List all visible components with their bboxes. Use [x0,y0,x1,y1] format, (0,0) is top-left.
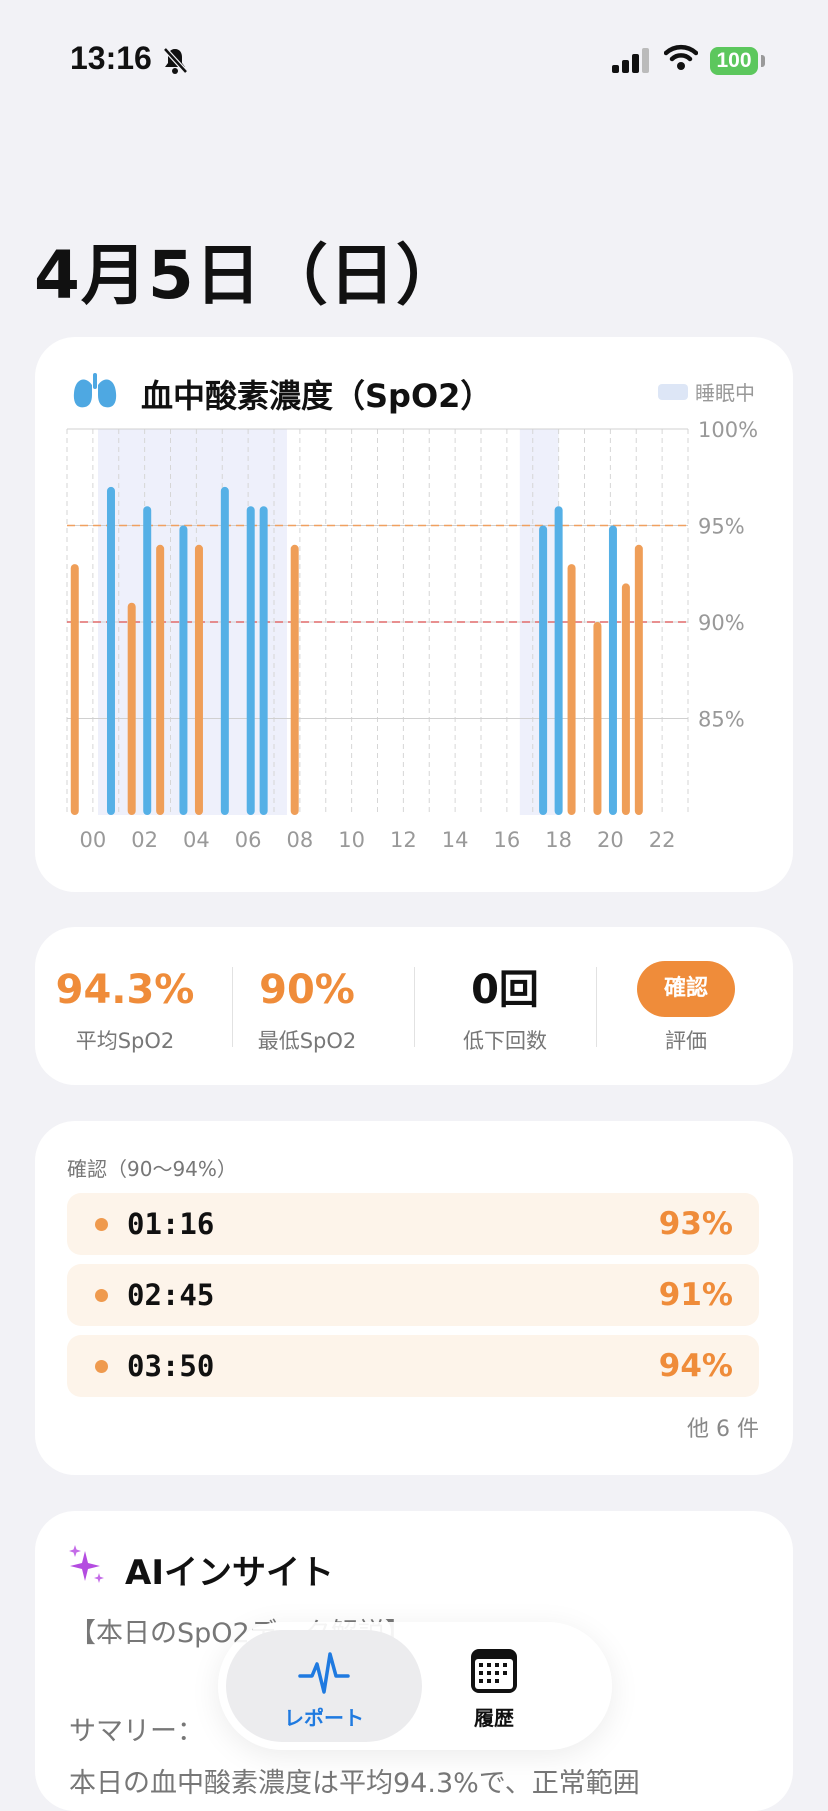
x-tick-label: 06 [235,828,262,852]
stat-drops: 0回 低下回数 [415,967,595,1055]
chart-bar [127,602,136,815]
chart-title: 血中酸素濃度（SpO2） [141,377,493,415]
minimum-label: 最低SpO2 [257,1029,357,1053]
wifi-icon [664,44,698,70]
ai-insight-summary-label: サマリー： [69,1716,204,1747]
lungs-icon [73,373,117,408]
more-items-link[interactable]: 他 6 件 [687,1417,759,1442]
chart-bar [143,506,152,815]
chart-bar [567,564,576,815]
list-item-time: 02:45 [127,1278,215,1312]
x-tick-label: 08 [287,828,314,852]
x-tick-label: 10 [338,828,365,852]
chart-bar [621,583,630,815]
x-tick-label: 12 [390,828,417,852]
list-item[interactable]: 02:45 91% [67,1264,759,1326]
divider [232,967,233,1047]
tab-history[interactable]: 履歴 [396,1622,592,1750]
battery-indicator: 100 [710,47,758,75]
list-item-time: 03:50 [127,1349,215,1383]
list-item-value: 91% [658,1277,733,1313]
spo2-bar-chart: 100% 95% 90% 85% 00 02 04 06 08 10 12 14 16 18 20 22 [66,418,758,852]
list-item[interactable]: 01:16 93% [67,1193,759,1255]
tab-report[interactable]: レポート [226,1622,422,1750]
y-tick-label: 100% [698,418,758,442]
list-item-value: 94% [658,1348,733,1384]
bell-slash-icon [163,47,188,74]
y-tick-label: 85% [698,708,745,732]
minimum-value: 90% [259,967,355,1013]
chart-bar [539,525,548,815]
chart-bar [608,525,617,815]
x-tick-label: 00 [80,828,107,852]
chart-bar [290,544,299,815]
chart-bar [634,544,643,815]
divider [414,967,415,1047]
y-tick-label: 95% [698,515,745,539]
status-dot [95,1360,108,1373]
x-tick-label: 18 [545,828,572,852]
chart-bar [554,506,563,815]
tab-history-label: 履歴 [474,1706,514,1730]
evaluation-button[interactable]: 確認 [637,961,735,1017]
x-tick-label: 22 [649,828,676,852]
list-item[interactable]: 03:50 94% [67,1335,759,1397]
chart-bar [70,564,79,815]
status-time: 13:16 [70,40,152,76]
chart-bar [259,506,268,815]
chart-bar [220,486,229,815]
drops-label: 低下回数 [463,1029,547,1053]
y-tick-label: 90% [698,611,745,635]
stat-minimum: 90% 最低SpO2 [217,967,397,1055]
battery-tip [761,55,765,67]
legend-swatch-sleep [658,384,688,400]
calendar-icon [471,1649,517,1693]
chart-bar [179,525,188,815]
ai-insight-title: AIインサイト [125,1553,334,1593]
cellular-signal-icon [612,48,649,73]
list-item-value: 93% [658,1206,733,1242]
status-bar: 13:16 100 [0,0,828,120]
evaluation-label: 評価 [665,1029,707,1053]
heartbeat-icon [298,1652,350,1694]
x-tick-label: 16 [494,828,521,852]
legend-label-sleep: 睡眠中 [695,381,755,405]
confirm-list-card: 確認（90〜94%） 01:16 93% 02:45 91% 03:50 94%… [35,1121,793,1475]
status-dot [95,1289,108,1302]
chart-bar [593,622,602,815]
summary-stats-card: 94.3% 平均SpO2 90% 最低SpO2 0回 低下回数 確認 評価 [35,927,793,1085]
stat-average: 94.3% 平均SpO2 [35,967,215,1055]
stat-evaluation: 確認 評価 [596,961,776,1055]
page-title: 4月5日（日） [34,237,463,314]
average-value: 94.3% [55,967,195,1013]
x-tick-label: 14 [442,828,469,852]
chart-bar [156,544,165,815]
status-dot [95,1218,108,1231]
tab-report-label: レポート [284,1706,364,1730]
x-tick-label: 04 [183,828,210,852]
chart-bar [246,506,255,815]
average-label: 平均SpO2 [75,1029,175,1053]
tab-bar: レポート 履歴 [218,1622,612,1750]
x-tick-label: 20 [597,828,624,852]
drops-value: 0回 [471,967,539,1013]
sparkles-icon [69,1545,104,1583]
spo2-chart-card: 血中酸素濃度（SpO2） 睡眠中 100% 95% 90% 85% 00 02 04 06 08… [35,337,793,892]
x-tick-label: 02 [131,828,158,852]
divider [596,967,597,1047]
confirm-list-header: 確認（90〜94%） [67,1157,237,1181]
chart-bar [194,544,203,815]
ai-insight-body: 本日の血中酸素濃度は平均94.3%で、正常範囲 [69,1768,640,1799]
chart-bar [106,486,115,815]
list-item-time: 01:16 [127,1207,215,1241]
